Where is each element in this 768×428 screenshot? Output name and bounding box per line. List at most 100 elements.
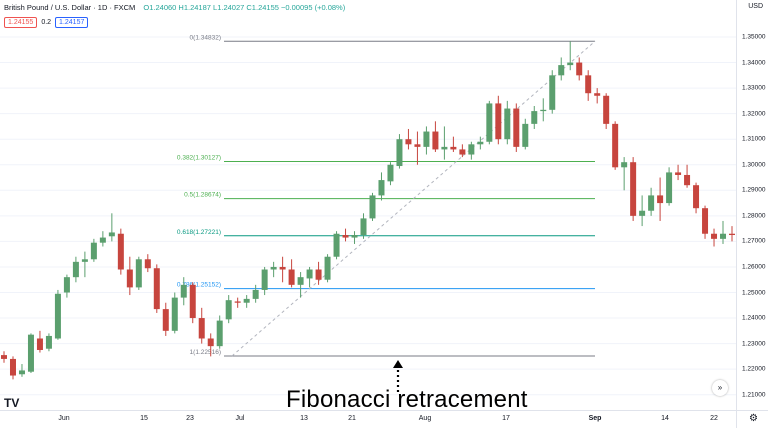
price-tick-label: 1.33000 xyxy=(742,84,766,92)
candle-body[interactable] xyxy=(270,266,277,270)
candle-body[interactable] xyxy=(207,338,214,347)
candle-body[interactable] xyxy=(387,164,394,182)
candle-body[interactable] xyxy=(63,277,70,293)
candle-body[interactable] xyxy=(288,269,295,285)
candle-body[interactable] xyxy=(72,261,79,278)
gear-icon[interactable]: ⚙ xyxy=(749,413,758,424)
candle-body[interactable] xyxy=(36,338,43,350)
candle-body[interactable] xyxy=(108,232,115,237)
price-axis[interactable]: USD 1.35000 1.34000 1.33000 1.32000 1.31000 1… xyxy=(736,0,768,410)
candle-body[interactable] xyxy=(720,233,727,239)
candle-body[interactable] xyxy=(135,259,142,288)
candle-body[interactable] xyxy=(297,277,304,285)
candle-body[interactable] xyxy=(729,233,735,236)
candle-body[interactable] xyxy=(594,93,601,96)
candle-body[interactable] xyxy=(477,141,484,145)
candle-body[interactable] xyxy=(27,334,34,372)
candle-body[interactable] xyxy=(1,355,7,359)
candle-body[interactable] xyxy=(612,123,619,168)
candle-body[interactable] xyxy=(531,111,538,124)
candlestick-chart[interactable]: 0(1.34832) 0.382(1.30127) 0.5(1.28674) 0.61… xyxy=(0,0,736,410)
candle-body[interactable] xyxy=(495,103,502,140)
candle-body[interactable] xyxy=(45,335,52,349)
candle-body[interactable] xyxy=(216,320,223,347)
candle-body[interactable] xyxy=(117,233,124,270)
candle-body[interactable] xyxy=(540,109,547,112)
candle-body[interactable] xyxy=(441,146,448,150)
candle-body[interactable] xyxy=(684,174,691,186)
candle-body[interactable] xyxy=(666,172,673,204)
candle-body[interactable] xyxy=(450,146,457,150)
candle-body[interactable] xyxy=(378,180,385,196)
candle-body[interactable] xyxy=(279,266,286,270)
candle-body[interactable] xyxy=(306,269,313,279)
candle-body[interactable] xyxy=(360,218,367,236)
candle-body[interactable] xyxy=(630,162,637,216)
candle-body[interactable] xyxy=(504,108,511,140)
candle-body[interactable] xyxy=(603,95,610,124)
candle-body[interactable] xyxy=(369,195,376,219)
candle-body[interactable] xyxy=(234,301,241,303)
candle-body[interactable] xyxy=(459,149,466,155)
candle-body[interactable] xyxy=(342,235,349,238)
candle-body[interactable] xyxy=(162,309,169,331)
price-tick-label: 1.26000 xyxy=(742,263,766,271)
candle-body[interactable] xyxy=(405,139,412,145)
candle-body[interactable] xyxy=(90,242,97,260)
fib-trend-line[interactable] xyxy=(231,40,596,357)
scroll-to-realtime-button[interactable]: » xyxy=(712,380,728,396)
candle-body[interactable] xyxy=(675,172,682,175)
candle-body[interactable] xyxy=(315,269,322,280)
candle-body[interactable] xyxy=(567,62,574,66)
candle-body[interactable] xyxy=(648,195,655,211)
candle-body[interactable] xyxy=(558,65,565,76)
candle-body[interactable] xyxy=(657,195,664,204)
candle-body[interactable] xyxy=(621,162,628,168)
sell-price-button[interactable]: 1.24155 xyxy=(4,17,38,28)
candle-body[interactable] xyxy=(261,269,268,290)
price-tick-label: 1.22000 xyxy=(742,365,766,373)
time-axis[interactable]: Jun 15 23 Jul 13 21 Aug 17 Sep 14 22 xyxy=(0,410,736,428)
candle-body[interactable] xyxy=(189,284,196,319)
candle-body[interactable] xyxy=(324,256,331,280)
candle-body[interactable] xyxy=(252,289,259,299)
buy-price-button[interactable]: 1.24157 xyxy=(55,17,89,28)
candle-body[interactable] xyxy=(522,123,529,147)
candle-body[interactable] xyxy=(54,293,61,339)
caption-text: Fibonacci retracement xyxy=(286,386,528,413)
candle-body[interactable] xyxy=(396,139,403,167)
candle-body[interactable] xyxy=(243,298,250,303)
candle-body[interactable] xyxy=(585,75,592,94)
symbol-title[interactable]: British Pound / U.S. Dollar · 1D · FXCM xyxy=(4,3,136,12)
candle-body[interactable] xyxy=(351,235,358,238)
candle-body[interactable] xyxy=(468,144,475,155)
candle-body[interactable] xyxy=(693,185,700,209)
candle-body[interactable] xyxy=(9,358,16,376)
fib-level-label: 1(1.22516) xyxy=(190,349,221,356)
candle-body[interactable] xyxy=(99,237,106,243)
currency-label[interactable]: USD xyxy=(748,3,763,10)
axis-corner: ⚙ xyxy=(736,410,768,428)
candle-body[interactable] xyxy=(432,131,439,150)
candle-body[interactable] xyxy=(153,268,160,310)
candle-body[interactable] xyxy=(225,300,232,320)
candle-body[interactable] xyxy=(576,62,583,76)
candle-body[interactable] xyxy=(639,210,646,216)
candle-body[interactable] xyxy=(18,370,25,375)
candle-body[interactable] xyxy=(414,144,421,147)
candle-body[interactable] xyxy=(702,208,709,234)
candle-body[interactable] xyxy=(126,269,133,288)
chart-pane[interactable]: 0(1.34832) 0.382(1.30127) 0.5(1.28674) 0.61… xyxy=(0,0,736,413)
candle-body[interactable] xyxy=(171,297,178,331)
candle-body[interactable] xyxy=(180,284,187,298)
candle-body[interactable] xyxy=(333,233,340,257)
candle-body[interactable] xyxy=(144,259,151,269)
tradingview-logo[interactable]: TV xyxy=(4,396,20,410)
candle-body[interactable] xyxy=(513,108,520,147)
candle-body[interactable] xyxy=(198,318,205,339)
candle-body[interactable] xyxy=(711,233,718,239)
candle-body[interactable] xyxy=(423,131,430,147)
candle-body[interactable] xyxy=(486,103,493,142)
candle-body[interactable] xyxy=(549,75,556,110)
candle-body[interactable] xyxy=(81,259,88,262)
